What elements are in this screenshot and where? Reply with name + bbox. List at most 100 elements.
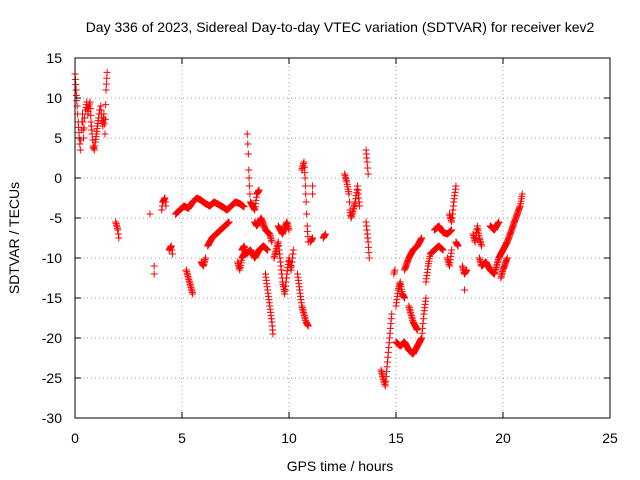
x-tick-label: 25 (602, 430, 618, 446)
data-point (518, 190, 526, 198)
x-tick-label: 15 (388, 430, 404, 446)
data-point (103, 68, 111, 76)
y-tick-label: -10 (42, 250, 62, 266)
data-point (245, 166, 253, 174)
data-point (114, 226, 122, 234)
data-point (364, 164, 372, 172)
data-point (146, 210, 154, 218)
data-point (161, 194, 169, 202)
data-point (246, 190, 254, 198)
data-point (452, 182, 460, 190)
data-point (478, 242, 486, 250)
data-point (103, 74, 111, 82)
data-point (448, 246, 456, 254)
data-point (80, 124, 88, 132)
grid (75, 58, 610, 418)
data-point (422, 294, 430, 302)
data-point (363, 158, 371, 166)
data-point (202, 254, 210, 262)
data-point (439, 246, 447, 254)
data-point (244, 150, 252, 158)
data-point (503, 254, 511, 262)
data-point (86, 105, 94, 113)
data-point (245, 182, 253, 190)
data-point (76, 140, 84, 148)
data-point (401, 294, 409, 302)
y-axis-title: SDTVAR / TECUs (6, 182, 22, 294)
y-tick-label: 5 (54, 130, 62, 146)
y-tick-label: 15 (46, 50, 62, 66)
data-points (71, 68, 526, 390)
y-tick-label: -5 (50, 210, 63, 226)
data-point (321, 230, 329, 238)
x-tick-label: 10 (281, 430, 297, 446)
data-point (269, 330, 277, 338)
data-point (454, 242, 462, 250)
axis-ticks: 0 5 10 15 20 25 -30 -25 -20 -15 -10 -5 0 5 10 15 (42, 50, 618, 446)
data-point (302, 190, 310, 198)
data-point (460, 286, 468, 294)
data-point (102, 101, 110, 109)
data-point (100, 110, 108, 118)
data-point (114, 230, 122, 238)
data-point (463, 266, 471, 274)
data-point (100, 120, 108, 128)
chart-title: Day 336 of 2023, Sidereal Day-to-day VTE… (86, 19, 595, 35)
y-tick-label: -30 (42, 410, 62, 426)
data-point (101, 130, 109, 138)
plot-frame (74, 57, 611, 419)
data-point (162, 202, 170, 210)
data-point (309, 182, 317, 190)
data-point (304, 322, 312, 330)
data-point (161, 198, 169, 206)
data-point (167, 242, 175, 250)
data-point (285, 226, 293, 234)
y-tick-label: 10 (46, 90, 62, 106)
data-point (264, 246, 272, 254)
data-point (345, 190, 353, 198)
data-point (81, 114, 89, 122)
x-tick-label: 0 (71, 430, 79, 446)
x-tick-label: 5 (178, 430, 186, 446)
data-point (245, 174, 253, 182)
data-point (150, 262, 158, 270)
data-point (301, 182, 309, 190)
data-point (289, 246, 297, 254)
data-point (255, 186, 263, 194)
data-point (76, 146, 84, 154)
data-point (244, 140, 252, 148)
y-tick-label: -20 (42, 330, 62, 346)
data-point (79, 118, 87, 126)
data-point (364, 170, 372, 178)
data-point (150, 270, 158, 278)
data-point (309, 190, 317, 198)
data-point (189, 290, 197, 298)
data-point (90, 146, 98, 154)
data-point (268, 238, 276, 246)
data-point (102, 80, 110, 88)
data-point (87, 111, 95, 119)
data-point (101, 115, 109, 123)
data-point (345, 198, 353, 206)
data-point (225, 218, 233, 226)
data-point (240, 203, 248, 211)
data-point (243, 130, 251, 138)
data-point (388, 310, 396, 318)
data-point (391, 266, 399, 274)
data-point (168, 250, 176, 258)
data-point (418, 234, 426, 242)
data-point (158, 206, 166, 214)
data-point (303, 210, 311, 218)
data-point (102, 86, 110, 94)
data-point (168, 246, 176, 254)
data-point (91, 142, 99, 150)
data-point (115, 234, 123, 242)
y-tick-label: -15 (42, 290, 62, 306)
x-axis-title: GPS time / hours (287, 458, 394, 474)
y-tick-label: -25 (42, 370, 62, 386)
data-point (356, 202, 364, 210)
data-point (495, 218, 503, 226)
data-point (301, 174, 309, 182)
